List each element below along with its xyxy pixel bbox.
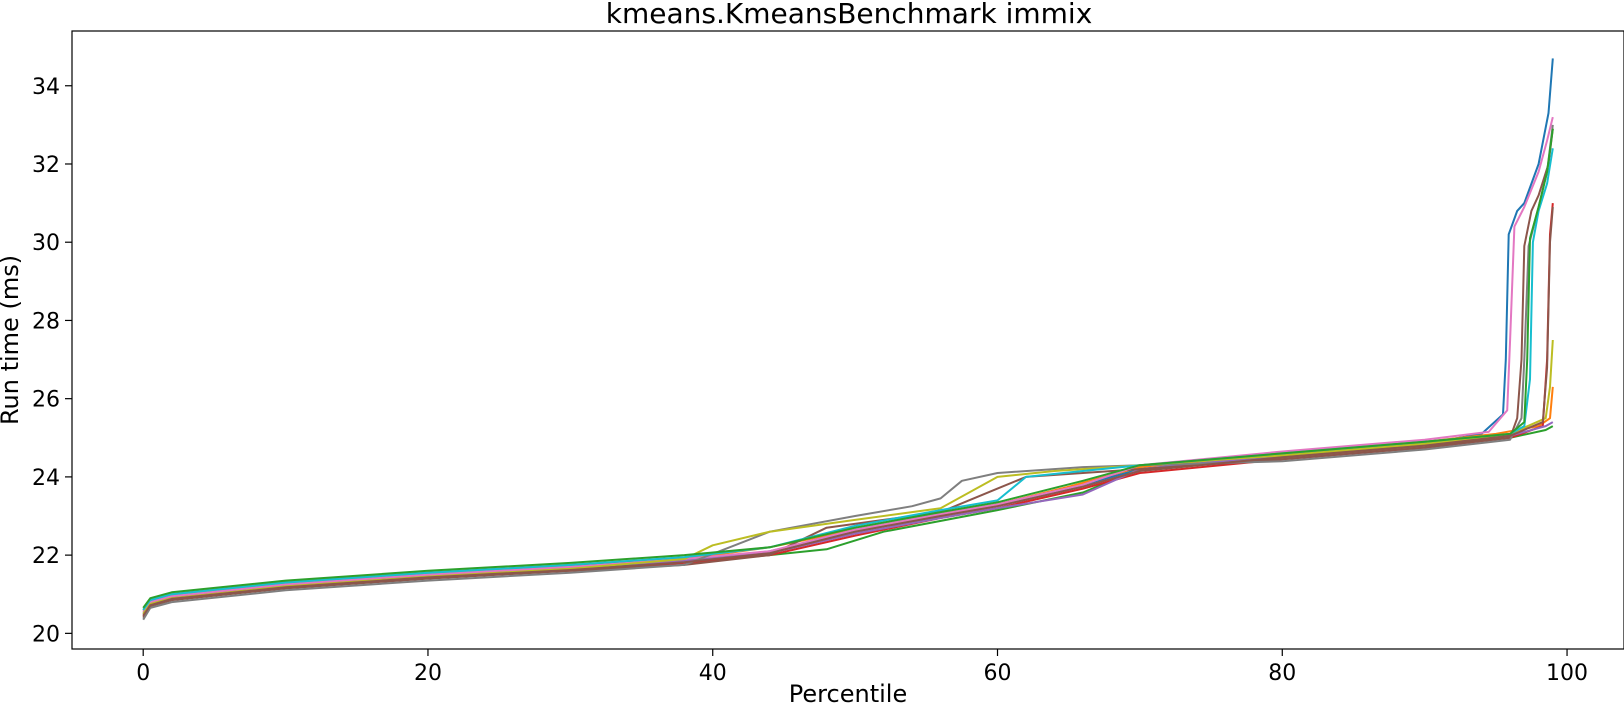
series-line-4 [142, 203, 1554, 617]
y-tick-label: 32 [32, 153, 60, 178]
y-axis-label: Run time (ms) [0, 255, 24, 425]
series-line-8 [142, 124, 1554, 621]
x-tick-label: 0 [136, 661, 150, 686]
x-tick-label: 40 [699, 661, 727, 686]
y-tick-label: 20 [32, 622, 60, 647]
y-tick-label: 30 [32, 231, 60, 256]
series-line-12 [142, 206, 1554, 617]
y-axis-ticks: 20 22 24 26 28 30 32 34 [32, 75, 72, 647]
x-tick-label: 60 [984, 661, 1012, 686]
x-tick-label: 100 [1546, 661, 1588, 686]
y-tick-label: 24 [32, 466, 60, 491]
series-line-7 [142, 116, 1554, 613]
plot-lines [142, 58, 1554, 621]
series-line-9 [142, 339, 1554, 615]
series-line-6 [142, 128, 1554, 619]
x-axis-ticks: 0 20 40 60 80 100 [136, 649, 1588, 686]
x-axis-label: Percentile [789, 680, 907, 708]
x-tick-label: 80 [1268, 661, 1296, 686]
x-tick-label: 20 [414, 661, 442, 686]
chart-title: kmeans.KmeansBenchmark immix [606, 0, 1093, 30]
y-tick-label: 28 [32, 309, 60, 334]
series-line-10 [142, 148, 1554, 611]
y-tick-label: 22 [32, 544, 60, 569]
series-line-11 [142, 128, 1554, 609]
plot-frame [71, 30, 1624, 650]
y-tick-label: 26 [32, 388, 60, 413]
y-tick-label: 34 [32, 75, 60, 100]
